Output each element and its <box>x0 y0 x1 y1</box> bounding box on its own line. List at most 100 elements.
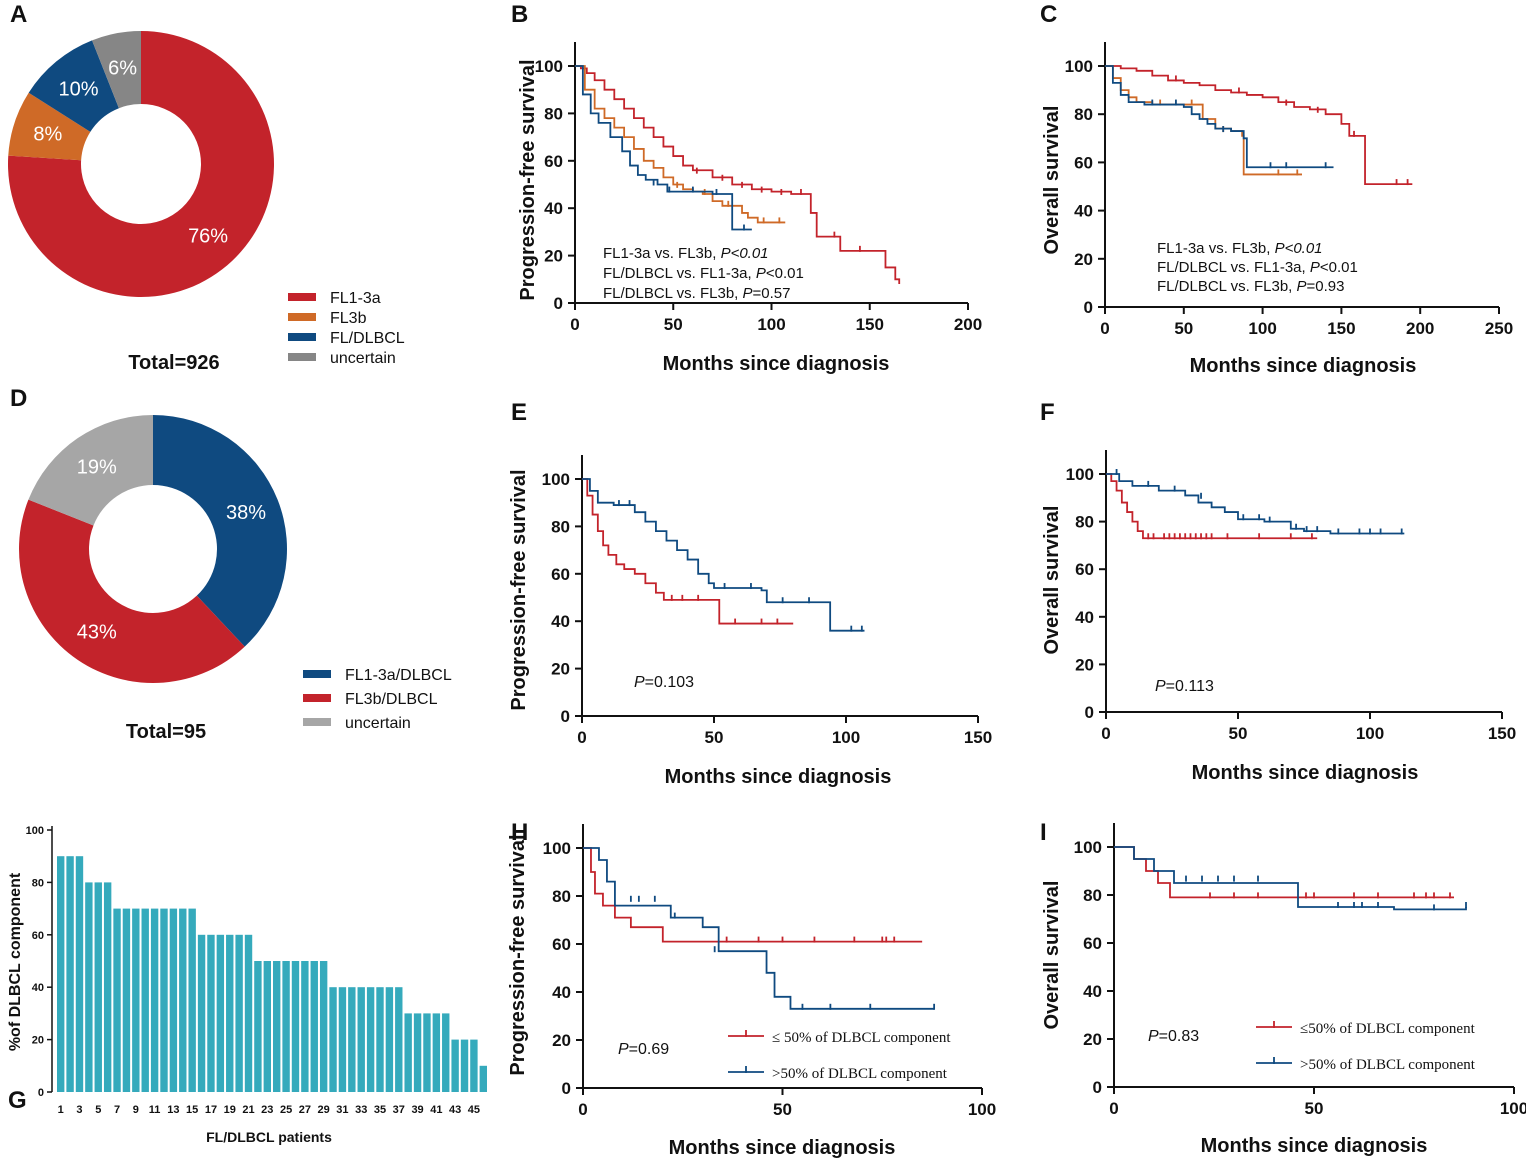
bar-patient-37 <box>395 987 403 1092</box>
x-tick-label: 100 <box>1356 724 1384 743</box>
y-tick-label: 100 <box>1074 838 1102 857</box>
x-tick-label: 15 <box>186 1104 198 1116</box>
panel-letter: F <box>1040 399 1055 426</box>
bar-patient-18 <box>216 934 225 1092</box>
comparison-annotation: FL1-3a vs. FL3b, P<0.01 <box>603 245 769 262</box>
bar-patient-40 <box>423 1013 431 1092</box>
x-tick-label: 0 <box>570 315 579 334</box>
y-tick-label: 0 <box>562 1079 571 1098</box>
slice-fl-dlbcl <box>28 40 119 132</box>
bar-patient-25 <box>282 961 290 1092</box>
y-axis-label: Overall survival <box>1041 881 1063 1030</box>
y-tick-label: 100 <box>1066 465 1094 484</box>
p-value: P=0.69 <box>618 1041 669 1058</box>
km-curve-fl1-3a-dlbcl <box>1106 473 1405 535</box>
x-tick-label: 0 <box>1100 319 1109 338</box>
y-tick-label: 100 <box>543 839 571 858</box>
y-axis-label: Overall survival <box>1041 506 1063 655</box>
x-tick-label: 37 <box>393 1104 405 1116</box>
x-tick-label: 35 <box>374 1104 386 1116</box>
y-tick-label: 60 <box>544 152 563 171</box>
slice-label: 19% <box>77 456 117 478</box>
bar-patient-35 <box>376 987 384 1092</box>
panel-letter: B <box>511 1 528 28</box>
y-tick-label: 40 <box>552 983 571 1002</box>
bar-patient-10 <box>141 908 149 1092</box>
bar-patient-2 <box>66 856 74 1092</box>
p-value: P=0.113 <box>1155 678 1214 695</box>
x-tick-label: 150 <box>1488 724 1516 743</box>
y-axis-label: Progression-free survival <box>517 59 539 300</box>
panel-h: H 0 20 40 60 80 100 0 50 100 Progression-free surv… <box>507 819 996 1158</box>
km-curve-fl3b <box>1105 65 1302 176</box>
legend-label: ≤50% of DLBCL component <box>1300 1021 1476 1037</box>
panel-letter: I <box>1040 819 1047 846</box>
y-tick-label: 40 <box>32 982 44 994</box>
bar-patient-21 <box>244 934 253 1092</box>
legend-label: FL3b/DLBCL <box>345 691 438 708</box>
km-curve--50-of-dlbcl-component <box>1114 846 1467 911</box>
km-curve-fl-dlbcl <box>575 65 752 231</box>
x-tick-label: 50 <box>1305 1099 1324 1118</box>
panel-c: C 0 20 40 60 80 100 0 50 100 150 200 250 Overall surv… <box>1040 1 1513 377</box>
bar-patient-39 <box>413 1013 422 1092</box>
bar-patient-17 <box>207 934 215 1092</box>
bar-patient-22 <box>254 961 262 1092</box>
y-tick-label: 60 <box>1075 560 1094 579</box>
y-tick-label: 100 <box>542 470 570 489</box>
legend-swatch <box>303 718 331 726</box>
legend-swatch <box>288 293 316 301</box>
y-tick-label: 100 <box>1065 57 1093 76</box>
comparison-annotation: FL/DLBCL vs. FL3b, P=0.57 <box>603 285 790 302</box>
p-value: P=0.83 <box>1148 1028 1199 1045</box>
legend-label: FL/DLBCL <box>330 330 405 347</box>
x-axis-label: Months since diagnosis <box>1201 1135 1428 1157</box>
panel-letter: A <box>10 1 27 28</box>
bar-patient-6 <box>103 882 112 1092</box>
x-tick-label: 100 <box>1500 1099 1526 1118</box>
km-curve--50-of-dlbcl-component <box>1114 846 1454 899</box>
x-tick-label: 250 <box>1485 319 1513 338</box>
slice-fl3b <box>8 92 91 161</box>
y-tick-label: 20 <box>32 1035 44 1047</box>
y-tick-label: 20 <box>1075 655 1094 674</box>
y-tick-label: 20 <box>544 247 563 266</box>
y-tick-label: 40 <box>551 612 570 631</box>
panel-d: D 38% FL1-3a/DLBCL 43% FL3b/DLBCL 19% uncertai… <box>10 385 452 743</box>
y-tick-label: 80 <box>1075 513 1094 532</box>
bar-patient-8 <box>122 908 131 1092</box>
y-tick-label: 20 <box>551 660 570 679</box>
comparison-annotation: FL/DLBCL vs. FL1-3a, P<0.01 <box>1157 259 1358 276</box>
x-tick-label: 150 <box>964 728 992 747</box>
x-tick-label: 0 <box>1101 724 1110 743</box>
legend-label: >50% of DLBCL component <box>772 1066 948 1082</box>
x-tick-label: 50 <box>1229 724 1248 743</box>
bar-patient-16 <box>197 934 206 1092</box>
bar-patient-26 <box>291 961 300 1092</box>
x-tick-label: 5 <box>95 1104 101 1116</box>
y-tick-label: 0 <box>38 1087 44 1099</box>
legend-label: FL1-3a/DLBCL <box>345 667 452 684</box>
x-tick-label: 39 <box>411 1104 423 1116</box>
y-tick-label: 80 <box>32 877 44 889</box>
bar-patient-29 <box>319 961 328 1092</box>
bar-patient-36 <box>385 987 394 1092</box>
x-tick-label: 200 <box>1406 319 1434 338</box>
y-tick-label: 60 <box>552 935 571 954</box>
legend-label: FL3b <box>330 310 367 327</box>
legend-label: ≤ 50% of DLBCL component <box>772 1030 951 1046</box>
y-tick-label: 100 <box>26 825 44 837</box>
x-axis-label: Months since diagnosis <box>663 353 890 375</box>
y-tick-label: 40 <box>544 199 563 218</box>
panel-letter: H <box>511 819 528 846</box>
x-axis-label: Months since diagnosis <box>665 766 892 788</box>
comparison-annotation: FL/DLBCL vs. FL1-3a, P<0.01 <box>603 265 804 282</box>
bar-patient-15 <box>188 908 196 1092</box>
slice-uncertain <box>92 31 141 109</box>
total-label: Total=926 <box>128 352 219 374</box>
km-curve-fl3b-dlbcl <box>582 478 794 625</box>
x-tick-label: 50 <box>773 1100 792 1119</box>
x-tick-label: 50 <box>705 728 724 747</box>
bar-patient-44 <box>460 1039 469 1092</box>
panel-i: I 0 20 40 60 80 100 0 50 100 Overall survival Month… <box>1040 819 1526 1157</box>
